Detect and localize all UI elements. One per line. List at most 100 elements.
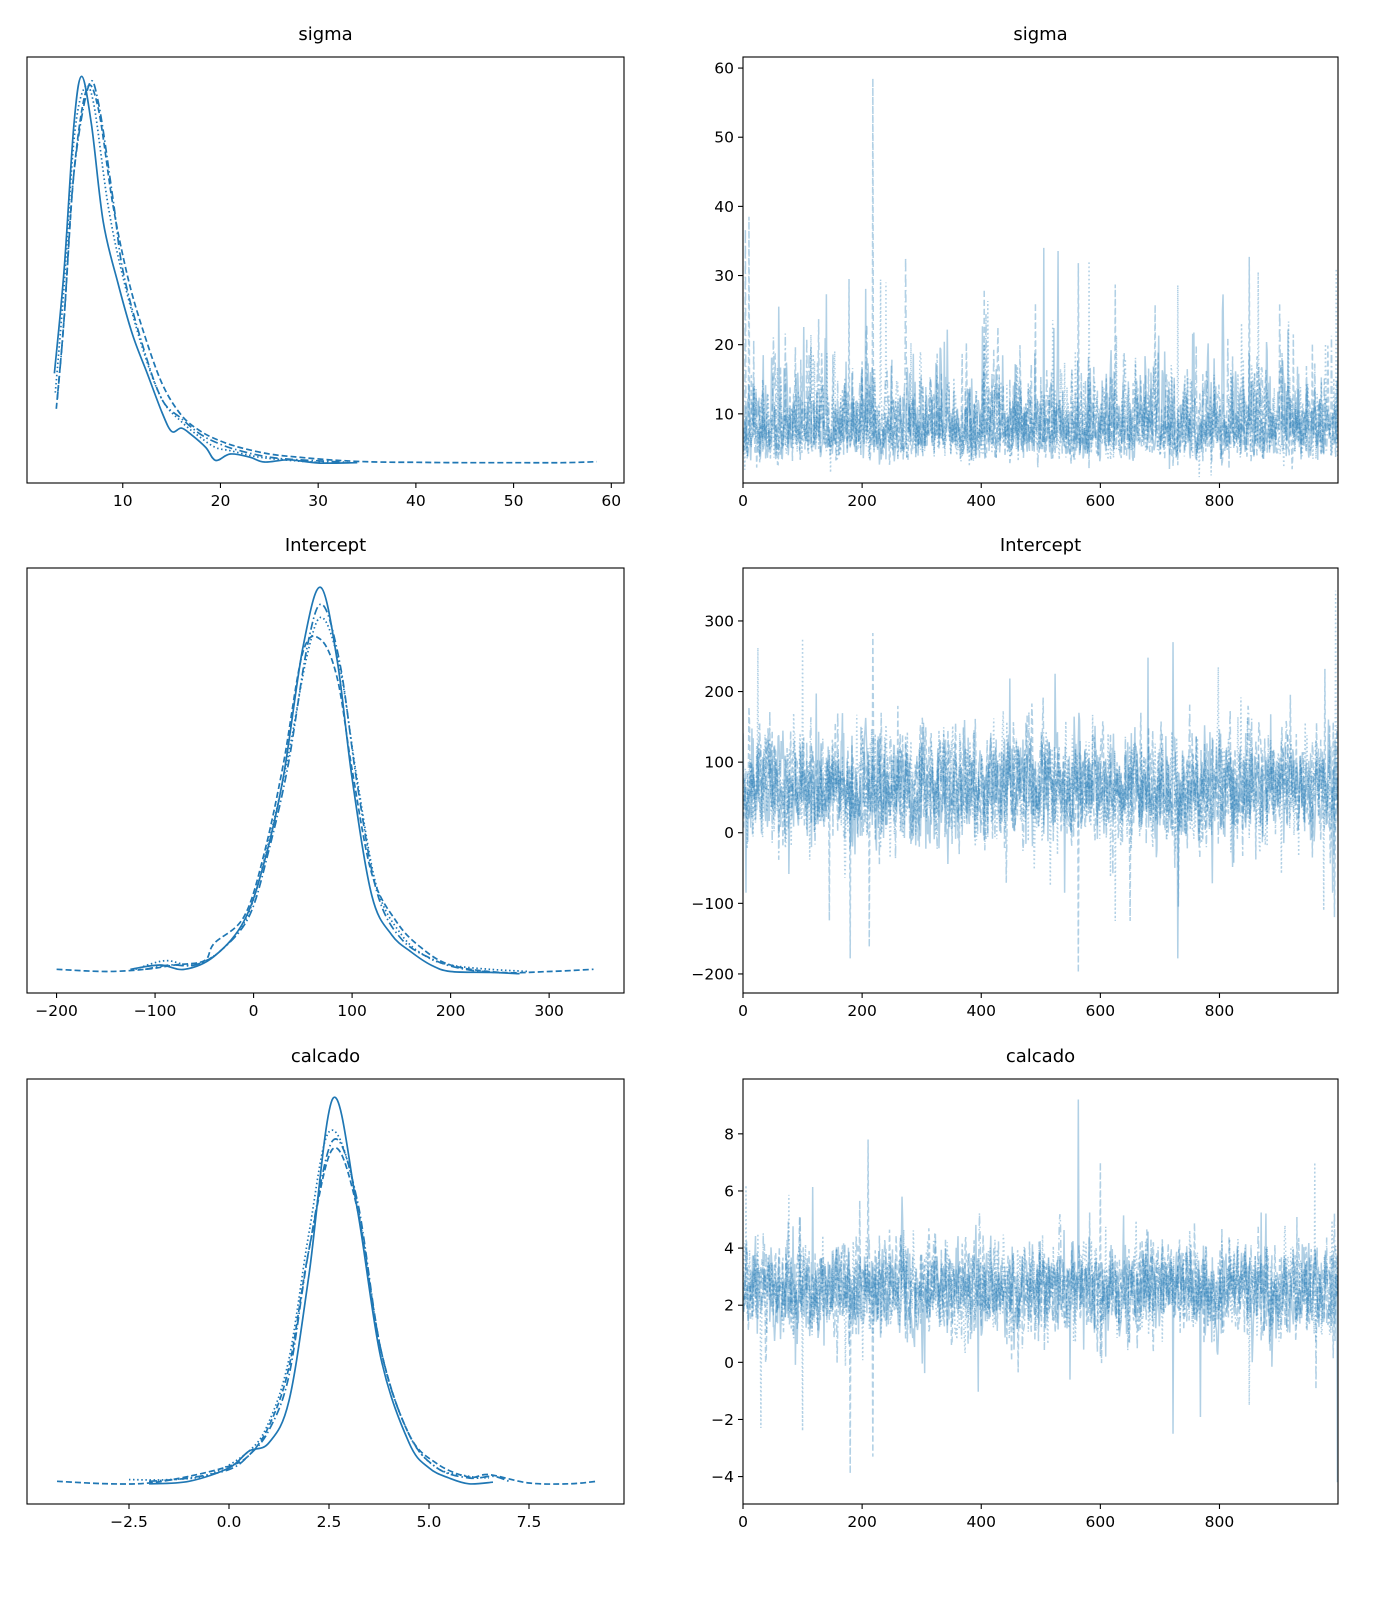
trace-line-chain-2 [743, 261, 1338, 478]
y-tick-label: 200 [704, 683, 734, 701]
y-tick-label: 60 [714, 60, 734, 78]
y-tick-label: 20 [714, 336, 734, 354]
x-tick-label: 0.0 [217, 1513, 242, 1531]
x-tick-label: 5.0 [417, 1513, 442, 1531]
axes-frame [26, 56, 625, 484]
plot-area [56, 1096, 598, 1485]
x-tick-label: 200 [847, 1002, 877, 1020]
panel-title: calcado [291, 1046, 360, 1067]
y-tick-label: 10 [714, 405, 734, 423]
trace-line-chain-2 [743, 1162, 1338, 1431]
panel-trace-sigma: 0 200 400 600 800 10 20 30 40 50 60 sigma [714, 24, 1339, 510]
y-tick-label: 0 [724, 1354, 734, 1372]
x-tick-label: 0 [249, 1002, 259, 1020]
x-tick-label: 50 [504, 492, 524, 510]
density-line-chain-1 [56, 1146, 598, 1485]
y-tick-label: 300 [704, 612, 734, 630]
x-tick-label: 7.5 [517, 1513, 542, 1531]
x-tick-label: 60 [601, 492, 621, 510]
x-tick-label: 400 [966, 492, 996, 510]
trace-line-chain-0 [743, 642, 1338, 959]
density-line-chain-3 [148, 1138, 510, 1483]
y-tick-label: −200 [691, 965, 734, 983]
density-line-chain-2 [54, 84, 328, 464]
trace-line-chain-3 [743, 1212, 1338, 1389]
x-tick-label: 20 [211, 492, 231, 510]
y-tick-label: 30 [714, 267, 734, 285]
density-line-chain-0 [148, 1096, 494, 1485]
density-line-chain-3 [145, 603, 500, 974]
x-tick-label: 200 [847, 1513, 877, 1531]
panel-trace-intercept: 0 200 400 600 800 −200 −100 0 100 200 300 Intercept [691, 535, 1339, 1020]
plot-area [743, 78, 1338, 478]
axes-frame [742, 567, 1339, 994]
plot-area [743, 590, 1338, 973]
x-tick-label: 800 [1205, 1513, 1235, 1531]
x-tick-label: 600 [1086, 1002, 1116, 1020]
panel-title: Intercept [1000, 535, 1081, 556]
x-tick-label: 400 [966, 1513, 996, 1531]
y-tick-label: 40 [714, 198, 734, 216]
y-tick-label: −4 [711, 1468, 734, 1486]
x-tick-label: 30 [308, 492, 328, 510]
panel-trace-calcado: 0 200 400 600 800 −4 −2 0 2 4 6 8 calcado [711, 1046, 1339, 1531]
y-tick-label: −2 [711, 1411, 734, 1429]
x-tick-label: 800 [1205, 492, 1235, 510]
panel-title: calcado [1006, 1046, 1075, 1067]
plot-area [56, 586, 594, 975]
x-tick-label: −2.5 [110, 1513, 148, 1531]
density-line-chain-2 [135, 616, 530, 973]
axes-frame [742, 56, 1339, 484]
y-tick-label: 100 [704, 754, 734, 772]
density-line-chain-0 [53, 75, 358, 465]
axes-frame [26, 1078, 625, 1505]
x-tick-label: 100 [337, 1002, 367, 1020]
panel-title: Intercept [285, 535, 366, 556]
x-tick-label: 300 [534, 1002, 564, 1020]
density-line-chain-1 [56, 635, 594, 974]
x-tick-label: 40 [406, 492, 426, 510]
x-tick-label: 2.5 [317, 1513, 342, 1531]
y-tick-label: 6 [724, 1182, 734, 1200]
x-tick-label: 800 [1205, 1002, 1235, 1020]
x-tick-label: 200 [847, 492, 877, 510]
panel-density-sigma: 10 20 30 40 50 60 sigma [26, 24, 625, 510]
y-tick-label: 0 [724, 824, 734, 842]
density-line-chain-2 [128, 1129, 490, 1481]
y-tick-label: 50 [714, 129, 734, 147]
plot-area [743, 1099, 1338, 1483]
x-tick-label: 0 [738, 492, 748, 510]
density-line-chain-1 [55, 84, 597, 464]
density-line-chain-3 [56, 80, 348, 464]
panel-density-calcado: −2.5 0.0 2.5 5.0 7.5 calcado [26, 1046, 625, 1531]
x-tick-label: −100 [134, 1002, 177, 1020]
axes-frame [26, 567, 625, 994]
trace-line-chain-3 [743, 228, 1338, 469]
x-tick-label: 200 [436, 1002, 466, 1020]
trace-line-chain-3 [743, 697, 1338, 883]
axes-frame [742, 1078, 1339, 1505]
trace-line-chain-1 [743, 1139, 1338, 1474]
trace-line-chain-0 [743, 1099, 1338, 1483]
x-tick-label: −200 [35, 1002, 78, 1020]
trace-line-chain-1 [743, 632, 1338, 973]
x-tick-label: 400 [966, 1002, 996, 1020]
y-tick-label: 4 [724, 1240, 734, 1258]
trace-line-chain-2 [743, 590, 1338, 921]
x-tick-label: 600 [1086, 1513, 1116, 1531]
y-tick-label: −100 [691, 895, 734, 913]
x-tick-label: 0 [738, 1513, 748, 1531]
x-tick-label: 10 [113, 492, 133, 510]
x-tick-label: 600 [1086, 492, 1116, 510]
trace-line-chain-1 [743, 78, 1338, 470]
trace-line-chain-0 [743, 247, 1338, 470]
x-tick-label: 0 [738, 1002, 748, 1020]
panel-density-intercept: −200 −100 0 100 200 300 Intercept [26, 535, 625, 1020]
panel-title: sigma [298, 24, 352, 45]
panel-title: sigma [1013, 24, 1067, 45]
y-tick-label: 8 [724, 1125, 734, 1143]
plot-area [53, 75, 597, 465]
y-tick-label: 2 [724, 1297, 734, 1315]
